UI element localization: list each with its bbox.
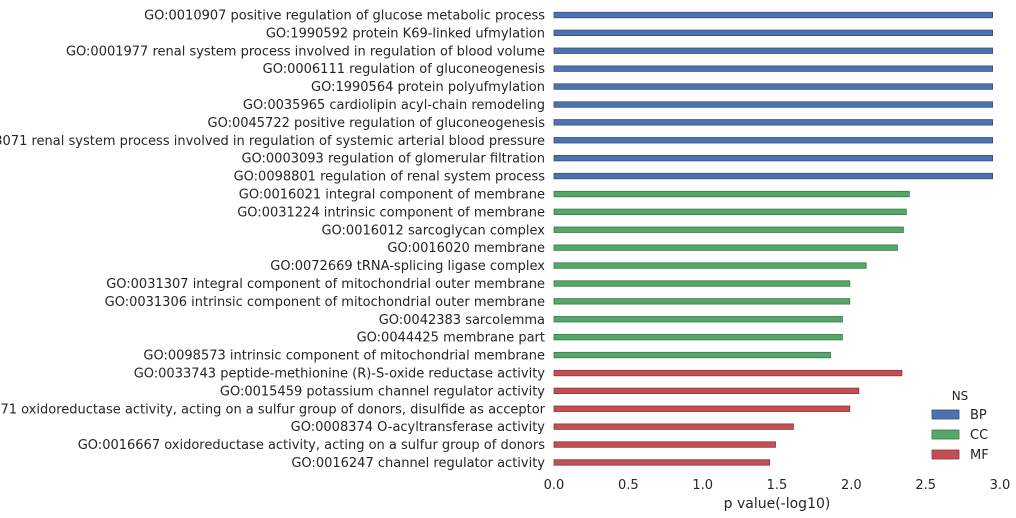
category-label: GO:0010907 positive regulation of glucos… (144, 9, 545, 24)
bars-layer (553, 11, 994, 466)
x-tick-label: 0.5 (618, 478, 639, 493)
category-label: GO:0016021 integral component of membran… (239, 188, 545, 203)
bar-bp (553, 29, 994, 37)
x-tick-label: 3.0 (990, 478, 1011, 493)
bar-bp (553, 47, 994, 54)
x-tick-label: 1.5 (767, 478, 788, 493)
x-tick-label: 2.5 (915, 478, 936, 493)
bar-cc (553, 351, 831, 359)
category-label: GO:0016247 channel regulator activity (291, 456, 545, 471)
bar-cc (553, 280, 851, 287)
category-label: GO:0045722 positive regulation of glucon… (208, 116, 546, 131)
category-labels: GO:0010907 positive regulation of glucos… (0, 9, 546, 472)
category-label: GO:0044425 membrane part (357, 331, 545, 346)
category-label: GO:0016667 oxidoreductase activity, acti… (78, 438, 545, 453)
legend-label-mf: MF (970, 448, 989, 463)
bar-mf (553, 387, 860, 395)
legend-label-cc: CC (970, 428, 988, 443)
bar-cc (553, 244, 898, 251)
x-tick-label: 2.0 (841, 478, 862, 493)
category-label: GO:0042383 sarcolemma (379, 313, 545, 328)
bar-cc (553, 298, 851, 305)
bar-mf (553, 423, 794, 430)
category-label: GO:0033743 peptide-methionine (R)-S-oxid… (134, 367, 546, 382)
bar-mf (553, 369, 903, 377)
x-axis-label: p value(-log10) (724, 496, 831, 512)
bar-cc (553, 226, 904, 233)
category-label: GO:1990592 protein K69-linked ufmylation (266, 26, 545, 41)
category-label: GO:0001977 renal system process involved… (66, 44, 545, 59)
category-label: GO:0035965 cardiolipin acyl-chain remode… (243, 98, 545, 113)
bar-bp (553, 83, 994, 90)
category-label: GO:0098573 intrinsic component of mitoch… (143, 349, 545, 364)
bar-bp (553, 154, 994, 162)
category-label: GO:0006111 regulation of gluconeogenesis (263, 62, 546, 77)
legend-swatch-mf (931, 449, 960, 460)
category-label: GO:0016020 membrane (387, 241, 545, 256)
bar-bp (553, 101, 994, 108)
category-label: GO:0015459 potassium channel regulator a… (220, 384, 545, 399)
category-label: GO:0016012 sarcoglycan complex (321, 223, 545, 238)
legend-label-bp: BP (970, 408, 987, 423)
bar-bp (553, 65, 994, 72)
bar-bp (553, 137, 994, 144)
bar-mf (553, 441, 776, 448)
bar-mf (553, 459, 771, 466)
x-tick-label: 1.0 (692, 478, 713, 493)
category-label: GO:0098801 regulation of renal system pr… (234, 170, 546, 185)
category-label: GO:0008374 O-acyltransferase activity (291, 420, 546, 435)
bar-cc (553, 190, 910, 198)
legend-swatch-cc (931, 429, 960, 440)
category-label: GO:0031307 integral component of mitocho… (106, 277, 545, 292)
bar-cc (553, 262, 867, 269)
bar-bp (553, 119, 994, 126)
category-label: GO:1990564 protein polyufmylation (311, 80, 545, 95)
bar-cc (553, 208, 907, 216)
category-label: GO:0031224 intrinsic component of membra… (237, 205, 545, 220)
bar-cc (553, 316, 843, 323)
category-label: GO:0003093 regulation of glomerular filt… (241, 152, 545, 167)
category-label: GO:0072669 tRNA-splicing ligase complex (270, 259, 545, 274)
legend: NS BP CC MF (931, 389, 989, 463)
category-label: GO:0003071 renal system process involved… (0, 134, 545, 149)
x-axis-ticks: 0.0 0.5 1.0 1.5 2.0 2.5 3.0 (544, 478, 1011, 493)
category-label: GO:0031306 intrinsic component of mitoch… (105, 295, 545, 310)
legend-swatch-bp (931, 409, 960, 420)
legend-title: NS (952, 389, 969, 403)
bar-bp (553, 172, 994, 180)
x-tick-label: 0.0 (544, 478, 565, 493)
bar-mf (553, 405, 851, 412)
bar-cc (553, 333, 843, 341)
category-label: GO:0016671 oxidoreductase activity, acti… (0, 402, 546, 417)
bar-bp (553, 11, 994, 19)
